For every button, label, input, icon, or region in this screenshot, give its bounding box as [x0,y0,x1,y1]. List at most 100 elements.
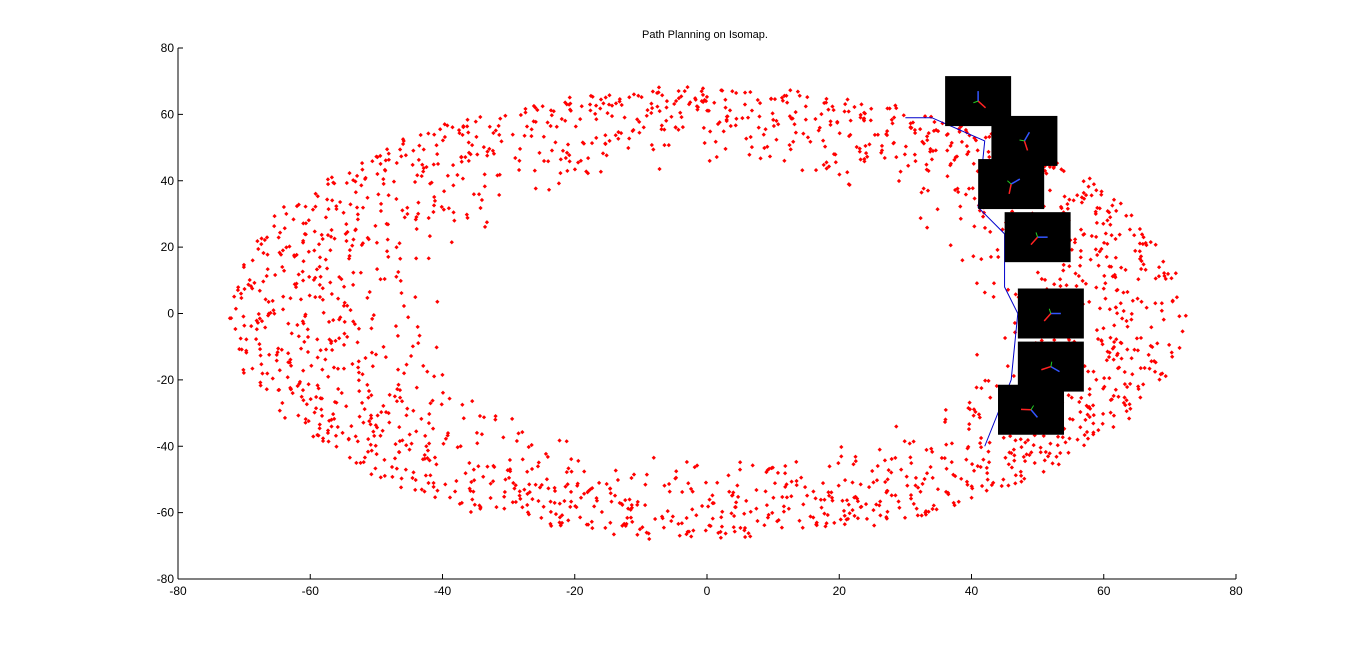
scatter-point [426,256,431,261]
scatter-point [277,368,282,373]
scatter-point [383,158,388,163]
scatter-point [918,127,923,132]
scatter-point [847,182,852,187]
scatter-point [573,124,578,129]
scatter-point [328,248,333,253]
scatter-point [738,460,743,465]
scatter-point [315,194,320,199]
scatter-point [699,503,705,509]
scatter-point [1135,348,1141,353]
scatter-point [576,458,581,464]
scatter-point [257,288,262,293]
scatter-point [435,161,441,167]
scatter-point [1066,393,1071,398]
scatter-point [735,483,740,488]
scatter-point [1045,454,1051,459]
scatter-point [1058,450,1063,456]
scatter-point [958,204,963,209]
scatter-point [1170,299,1175,304]
scatter-point [232,294,237,299]
scatter-point [458,444,463,449]
scatter-point [983,135,988,140]
scatter-point [497,192,502,198]
scatter-point [405,406,410,411]
scatter-point [360,372,365,377]
scatter-point [466,140,471,145]
scatter-point [771,495,776,500]
scatter-point [748,134,753,140]
scatter-point [1114,208,1119,214]
scatter-point [1091,369,1096,374]
scatter-point [394,196,399,202]
scatter-point [858,504,863,510]
scatter-point [1079,200,1085,205]
scatter-point [366,437,371,442]
scatter-point [376,192,381,197]
scatter-point [721,129,726,134]
scatter-point [411,408,416,413]
scatter-point [1111,413,1117,418]
scatter-point [349,424,354,429]
scatter-point [682,88,687,94]
scatter-point [305,327,310,332]
scatter-point [320,436,326,441]
scatter-point [1138,335,1144,341]
scatter-point [1161,259,1166,264]
scatter-point [1137,226,1143,232]
scatter-point [1087,392,1092,397]
scatter-point [535,464,541,469]
scatter-point [1067,264,1072,269]
scatter-point [863,501,869,507]
scatter-point [631,127,636,133]
scatter-point [981,457,986,462]
scatter-point [976,412,982,417]
scatter-point [468,509,474,515]
scatter-point [563,118,568,123]
scatter-point [474,430,480,435]
scatter-point [394,245,399,250]
scatter-point [1055,443,1060,448]
scatter-point [912,130,918,136]
scatter-point [1079,395,1084,400]
scatter-point [381,403,386,408]
scatter-point [762,523,767,528]
scatter-point [303,417,308,422]
scatter-point [432,194,437,200]
scatter-point [298,346,304,351]
scatter-point [948,161,954,166]
scatter-point [845,97,850,102]
scatter-point [397,387,403,393]
scatter-point [991,480,996,485]
scatter-point [565,142,571,147]
scatter-point [1127,381,1133,387]
scatter-point [1183,313,1188,318]
scatter-point [770,510,775,516]
scatter-point [640,525,645,530]
scatter-point [967,400,972,405]
scatter-point [734,90,739,96]
scatter-point [267,352,272,357]
scatter-point [368,442,373,447]
scatter-point [384,249,390,254]
scatter-point [800,168,805,173]
scatter-point [1038,450,1043,455]
scatter-point [370,159,375,164]
scatter-point [842,109,847,114]
scatter-point [413,477,418,483]
scatter-point [679,115,684,120]
chart-axes: -80 -60 -40 -20 0 20 40 60 80 -80-60-40-20020406… [157,41,1243,598]
pose-thumbnail [1017,341,1084,392]
scatter-point [404,413,409,418]
scatter-point [406,315,411,320]
scatter-point [434,143,439,148]
scatter-point [986,149,991,155]
scatter-point [361,459,366,465]
scatter-point [382,457,387,462]
scatter-point [930,506,935,512]
scatter-point [870,468,875,474]
scatter-point [529,133,534,139]
scatter-point [756,125,761,130]
scatter-point [478,205,483,211]
scatter-point [432,455,438,460]
scatter-point [729,511,734,516]
